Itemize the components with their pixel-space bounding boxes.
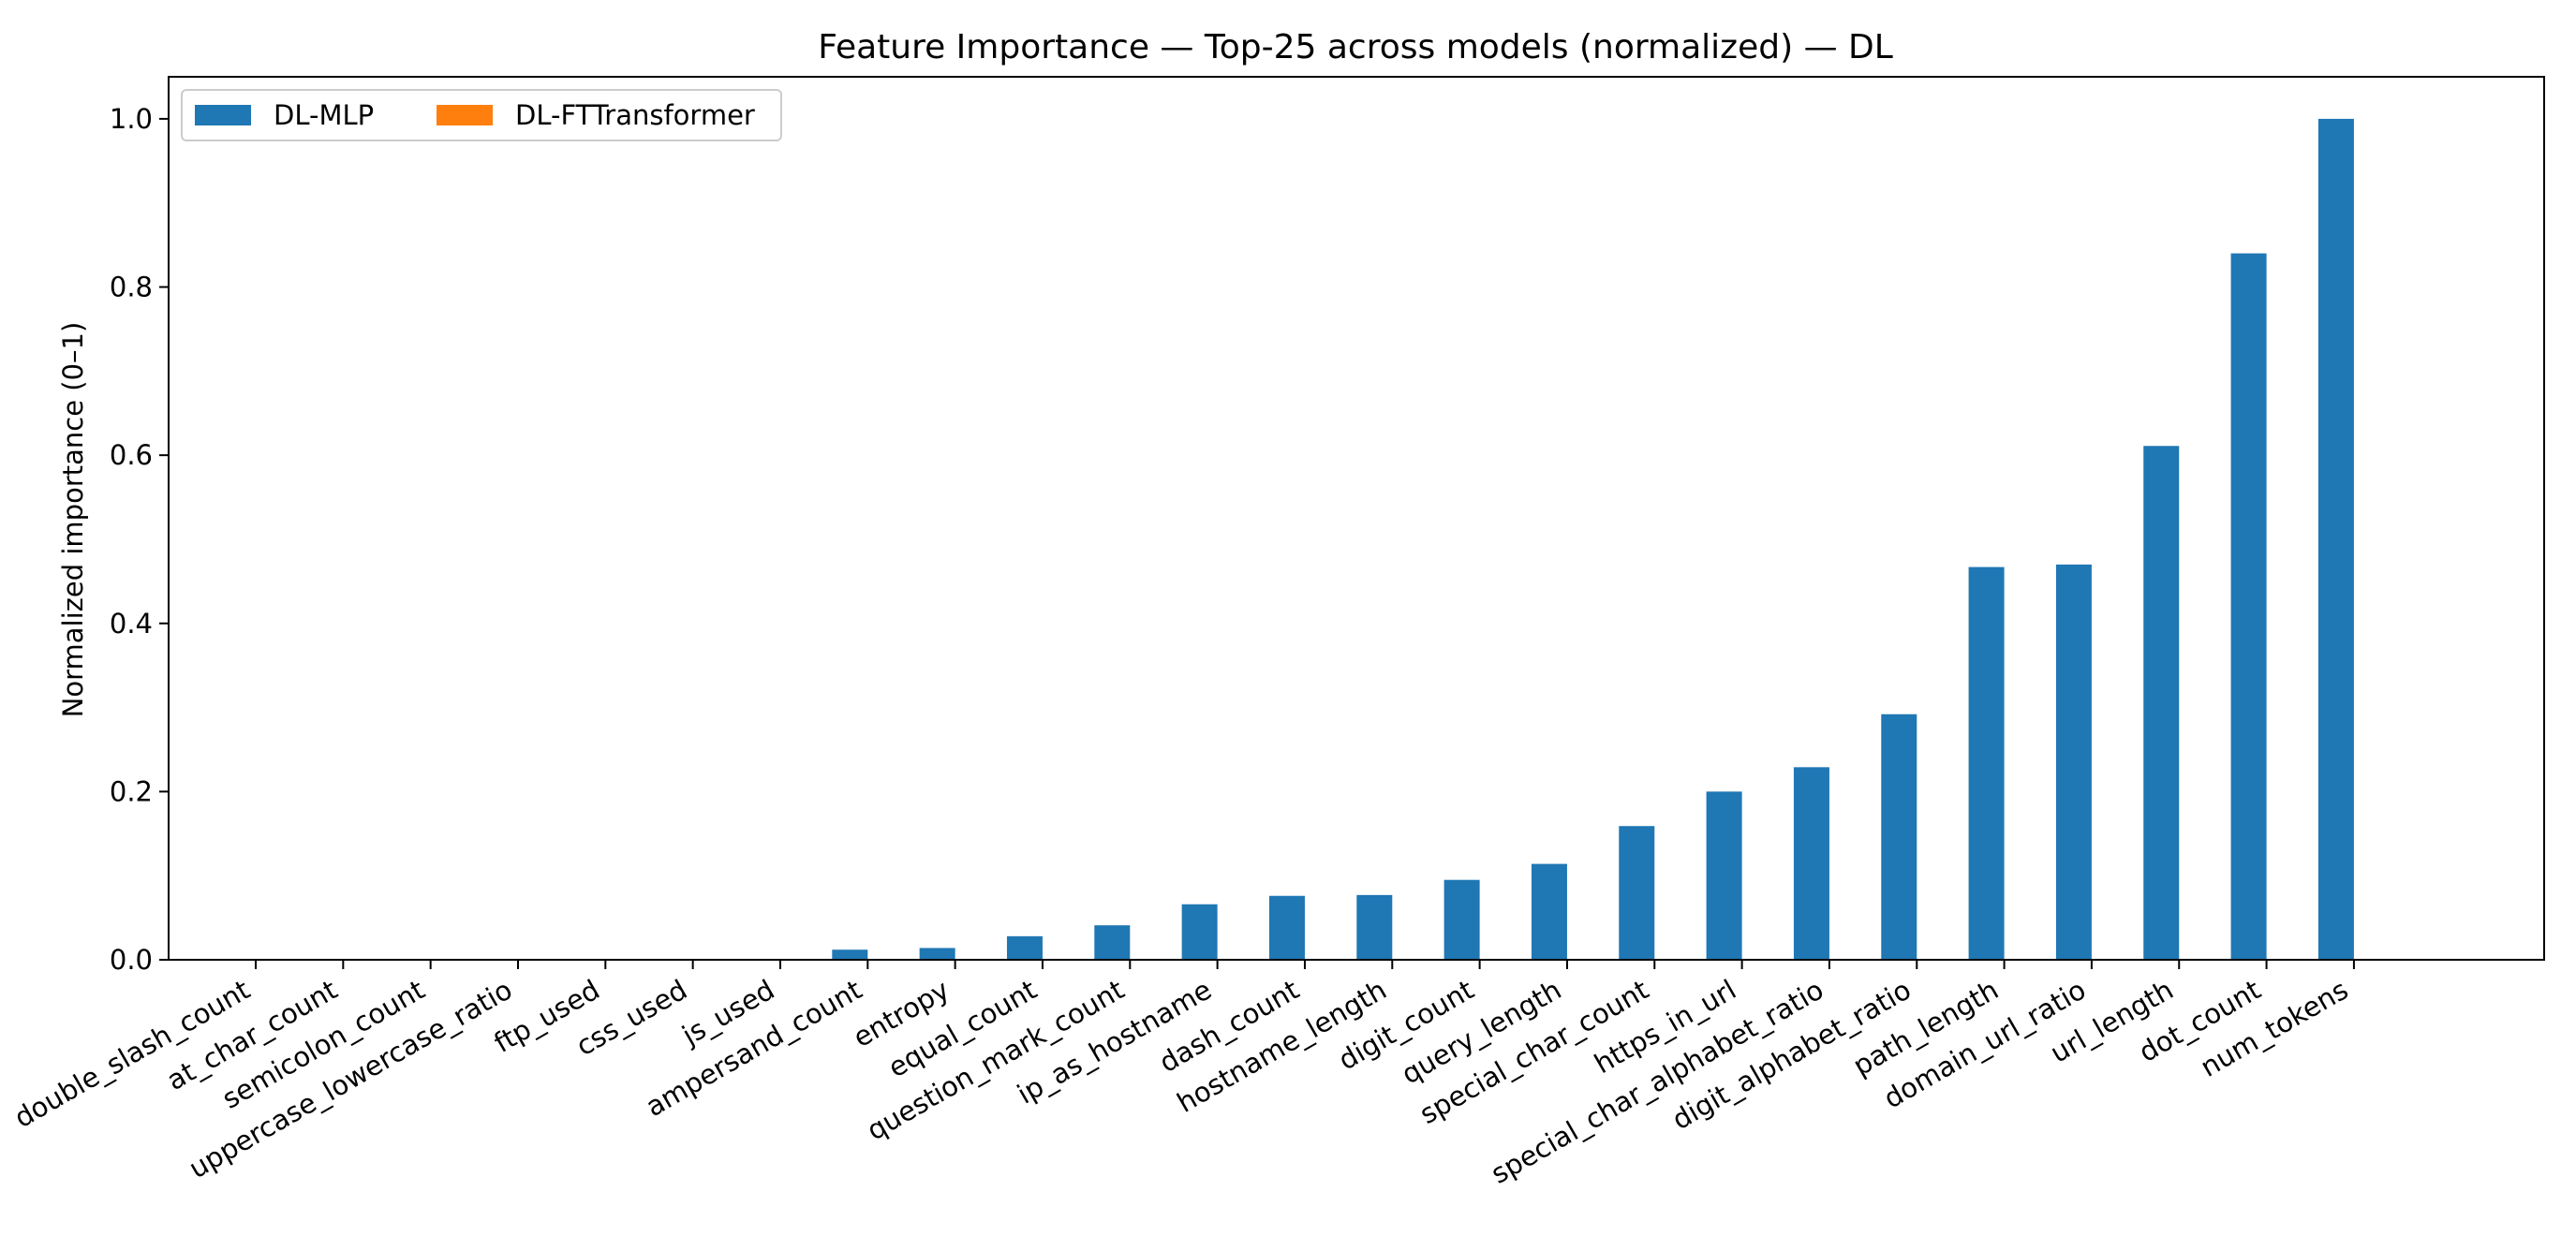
bar-mlp <box>2317 118 2354 960</box>
x-ticks: double_slash_countat_char_countsemicolon… <box>8 960 2355 1190</box>
legend-swatch <box>195 105 251 125</box>
bar-mlp <box>1968 566 2005 960</box>
bars <box>832 118 2354 961</box>
bar-mlp <box>1181 904 1218 960</box>
chart-title: Feature Importance — Top-25 across model… <box>818 28 1893 66</box>
bar-mlp <box>1006 935 1043 960</box>
bar-mlp <box>1706 791 1742 960</box>
x-tick-label: num_tokens <box>2195 974 2353 1083</box>
bar-mlp <box>1881 714 1917 960</box>
y-tick-label: 1.0 <box>110 103 153 135</box>
legend: DL-MLP DL-FTTransformer <box>181 89 782 141</box>
bar-mlp <box>832 949 868 960</box>
bar-mlp <box>1443 879 1480 960</box>
y-tick-label: 0.2 <box>110 775 153 807</box>
legend-label: DL-MLP <box>274 99 374 131</box>
y-tick-label: 0.4 <box>110 608 153 640</box>
y-tick-label: 0.0 <box>110 944 153 976</box>
bar-mlp <box>2230 253 2267 961</box>
y-ticks: 0.0 0.2 0.4 0.6 0.8 1.0 <box>110 103 169 976</box>
y-axis-label: Normalized importance (0–1) <box>57 322 89 718</box>
bar-mlp <box>1268 895 1305 960</box>
bar-mlp <box>1531 863 1567 960</box>
legend-label: DL-FTTransformer <box>515 99 755 131</box>
plot-frame <box>168 76 2545 961</box>
bar-mlp <box>1619 826 1655 960</box>
bar-mlp <box>1094 925 1131 960</box>
bar-mlp <box>919 948 955 960</box>
bar-mlp <box>1356 894 1393 960</box>
bar-mlp <box>2143 446 2180 961</box>
legend-swatch <box>437 105 493 125</box>
y-tick-label: 0.8 <box>110 272 153 303</box>
bar-mlp <box>2055 564 2092 960</box>
bar-mlp <box>1793 767 1829 960</box>
y-tick-label: 0.6 <box>110 439 153 471</box>
